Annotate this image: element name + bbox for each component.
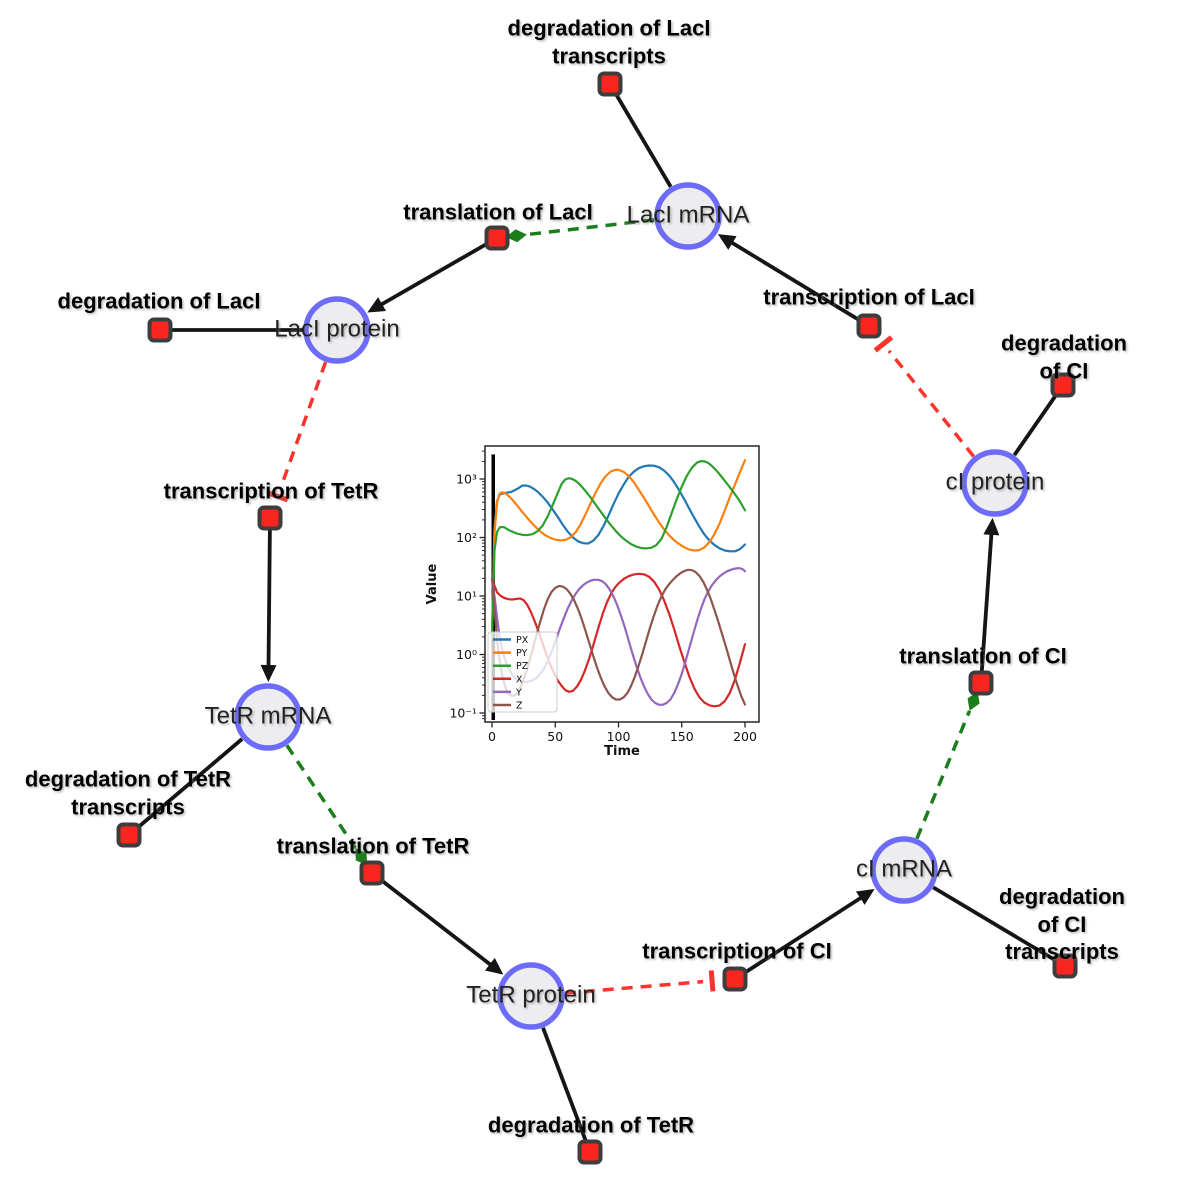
edges-layer (127, 83, 1066, 1153)
x-tick-label: 50 (547, 729, 563, 744)
reaction-node-translation-laci (484, 225, 510, 251)
edge-modifier-tetr-mrna-to-translation-tetr (285, 744, 357, 850)
x-tick-label: 100 (607, 729, 631, 744)
production-arrowhead-icon (484, 957, 504, 975)
y-tick-label: 10³ (456, 472, 477, 487)
edge-production-translation-ci-to-ci-protein (979, 528, 994, 684)
legend-item-PX: PX (516, 635, 529, 646)
legend-item-X: X (516, 674, 523, 685)
series-line-PZ (490, 460, 747, 638)
y-tick-label: 10⁰ (456, 647, 477, 662)
modifier-diamond-icon (505, 229, 527, 243)
edge-production-transcription-ci-to-ci-mrna (733, 893, 867, 981)
edge-production-transcription-tetr-to-tetr-mrna (266, 517, 272, 672)
legend-item-Z: Z (516, 701, 523, 712)
x-tick-label: 150 (670, 729, 694, 744)
series-line-PY (490, 459, 747, 638)
chart-x-axis-label: Time (604, 744, 640, 759)
edge-modifier-laci-mrna-to-translation-laci (526, 218, 655, 237)
modifier-diamond-icon (967, 691, 980, 711)
y-tick-label: 10¹ (456, 589, 477, 604)
production-arrowhead-icon (717, 234, 737, 250)
legend-item-PY: PY (516, 648, 528, 659)
species-node-tetr-protein (497, 962, 565, 1030)
reaction-node-transcription-ci (722, 966, 748, 992)
edge-production-transcription-laci-to-laci-mrna (726, 238, 870, 328)
timeseries-inset-chart: 10⁻¹ 10⁰ 10¹ 10² 10³ 0 50 100 150 200 Time Value PX P… (423, 436, 783, 766)
chart-legend: PX PY PZ XYZ (487, 631, 558, 713)
legend-item-Y: Y (515, 687, 522, 698)
production-arrowhead-icon (260, 664, 277, 683)
legend-item-PZ: PZ (516, 661, 529, 672)
production-arrowhead-icon (983, 517, 1000, 536)
axes-frame (484, 445, 760, 723)
reaction-node-translation-ci (968, 670, 994, 696)
reaction-node-deg-ci-transcripts (1052, 953, 1078, 979)
reaction-node-transcription-tetr (257, 505, 283, 531)
production-arrowhead-icon (367, 297, 387, 313)
series-line-X (490, 572, 747, 708)
y-tick-label: 10² (456, 530, 477, 545)
edge-consumption-tetr-mrna-to-deg-tetr-transcripts (127, 737, 244, 837)
reaction-node-degradation-tetr (577, 1139, 603, 1165)
edge-inhibition-tetr-protein-to-transcription-ci (564, 979, 704, 995)
reaction-node-degradation-ci (1050, 372, 1076, 398)
reaction-node-degradation-laci (147, 317, 173, 343)
edge-inhibition-ci-protein-to-transcription-laci (887, 349, 976, 458)
edge-consumption-ci-mrna-to-deg-ci-transcripts (932, 885, 1066, 968)
edge-modifier-ci-mrna-to-translation-ci (915, 710, 972, 840)
series-line-PX (490, 464, 747, 638)
species-node-ci-protein (961, 449, 1029, 517)
species-node-laci-protein (303, 296, 371, 364)
edge-consumption-tetr-protein-to-degradation-tetr (541, 1027, 592, 1153)
y-tick-label: 10⁻¹ (449, 706, 477, 721)
inhibition-tee-icon (708, 970, 716, 992)
edge-production-translation-laci-to-laci-protein (375, 236, 498, 309)
edge-inhibition-laci-protein-to-transcription-tetr (279, 361, 328, 489)
species-node-tetr-mrna (234, 683, 302, 751)
x-tick-label: 0 (488, 729, 496, 744)
reaction-node-deg-tetr-transcripts (116, 822, 142, 848)
reaction-node-translation-tetr (359, 860, 385, 886)
inhibition-tee-icon (266, 490, 289, 503)
reaction-node-transcription-laci (856, 313, 882, 339)
chart-background (423, 436, 783, 766)
edge-consumption-laci-mrna-to-deg-laci-transcripts (608, 83, 673, 188)
edge-production-translation-tetr-to-tetr-protein (370, 871, 496, 970)
reaction-node-deg-laci-transcripts (597, 71, 623, 97)
nodes-layer (116, 71, 1078, 1165)
species-node-ci-mrna (870, 836, 938, 904)
x-tick-label: 200 (733, 729, 757, 744)
species-node-laci-mrna (654, 182, 722, 250)
chart-y-axis-label: Value (425, 563, 440, 604)
inhibition-tee-icon (873, 335, 894, 353)
production-arrowhead-icon (855, 888, 875, 905)
